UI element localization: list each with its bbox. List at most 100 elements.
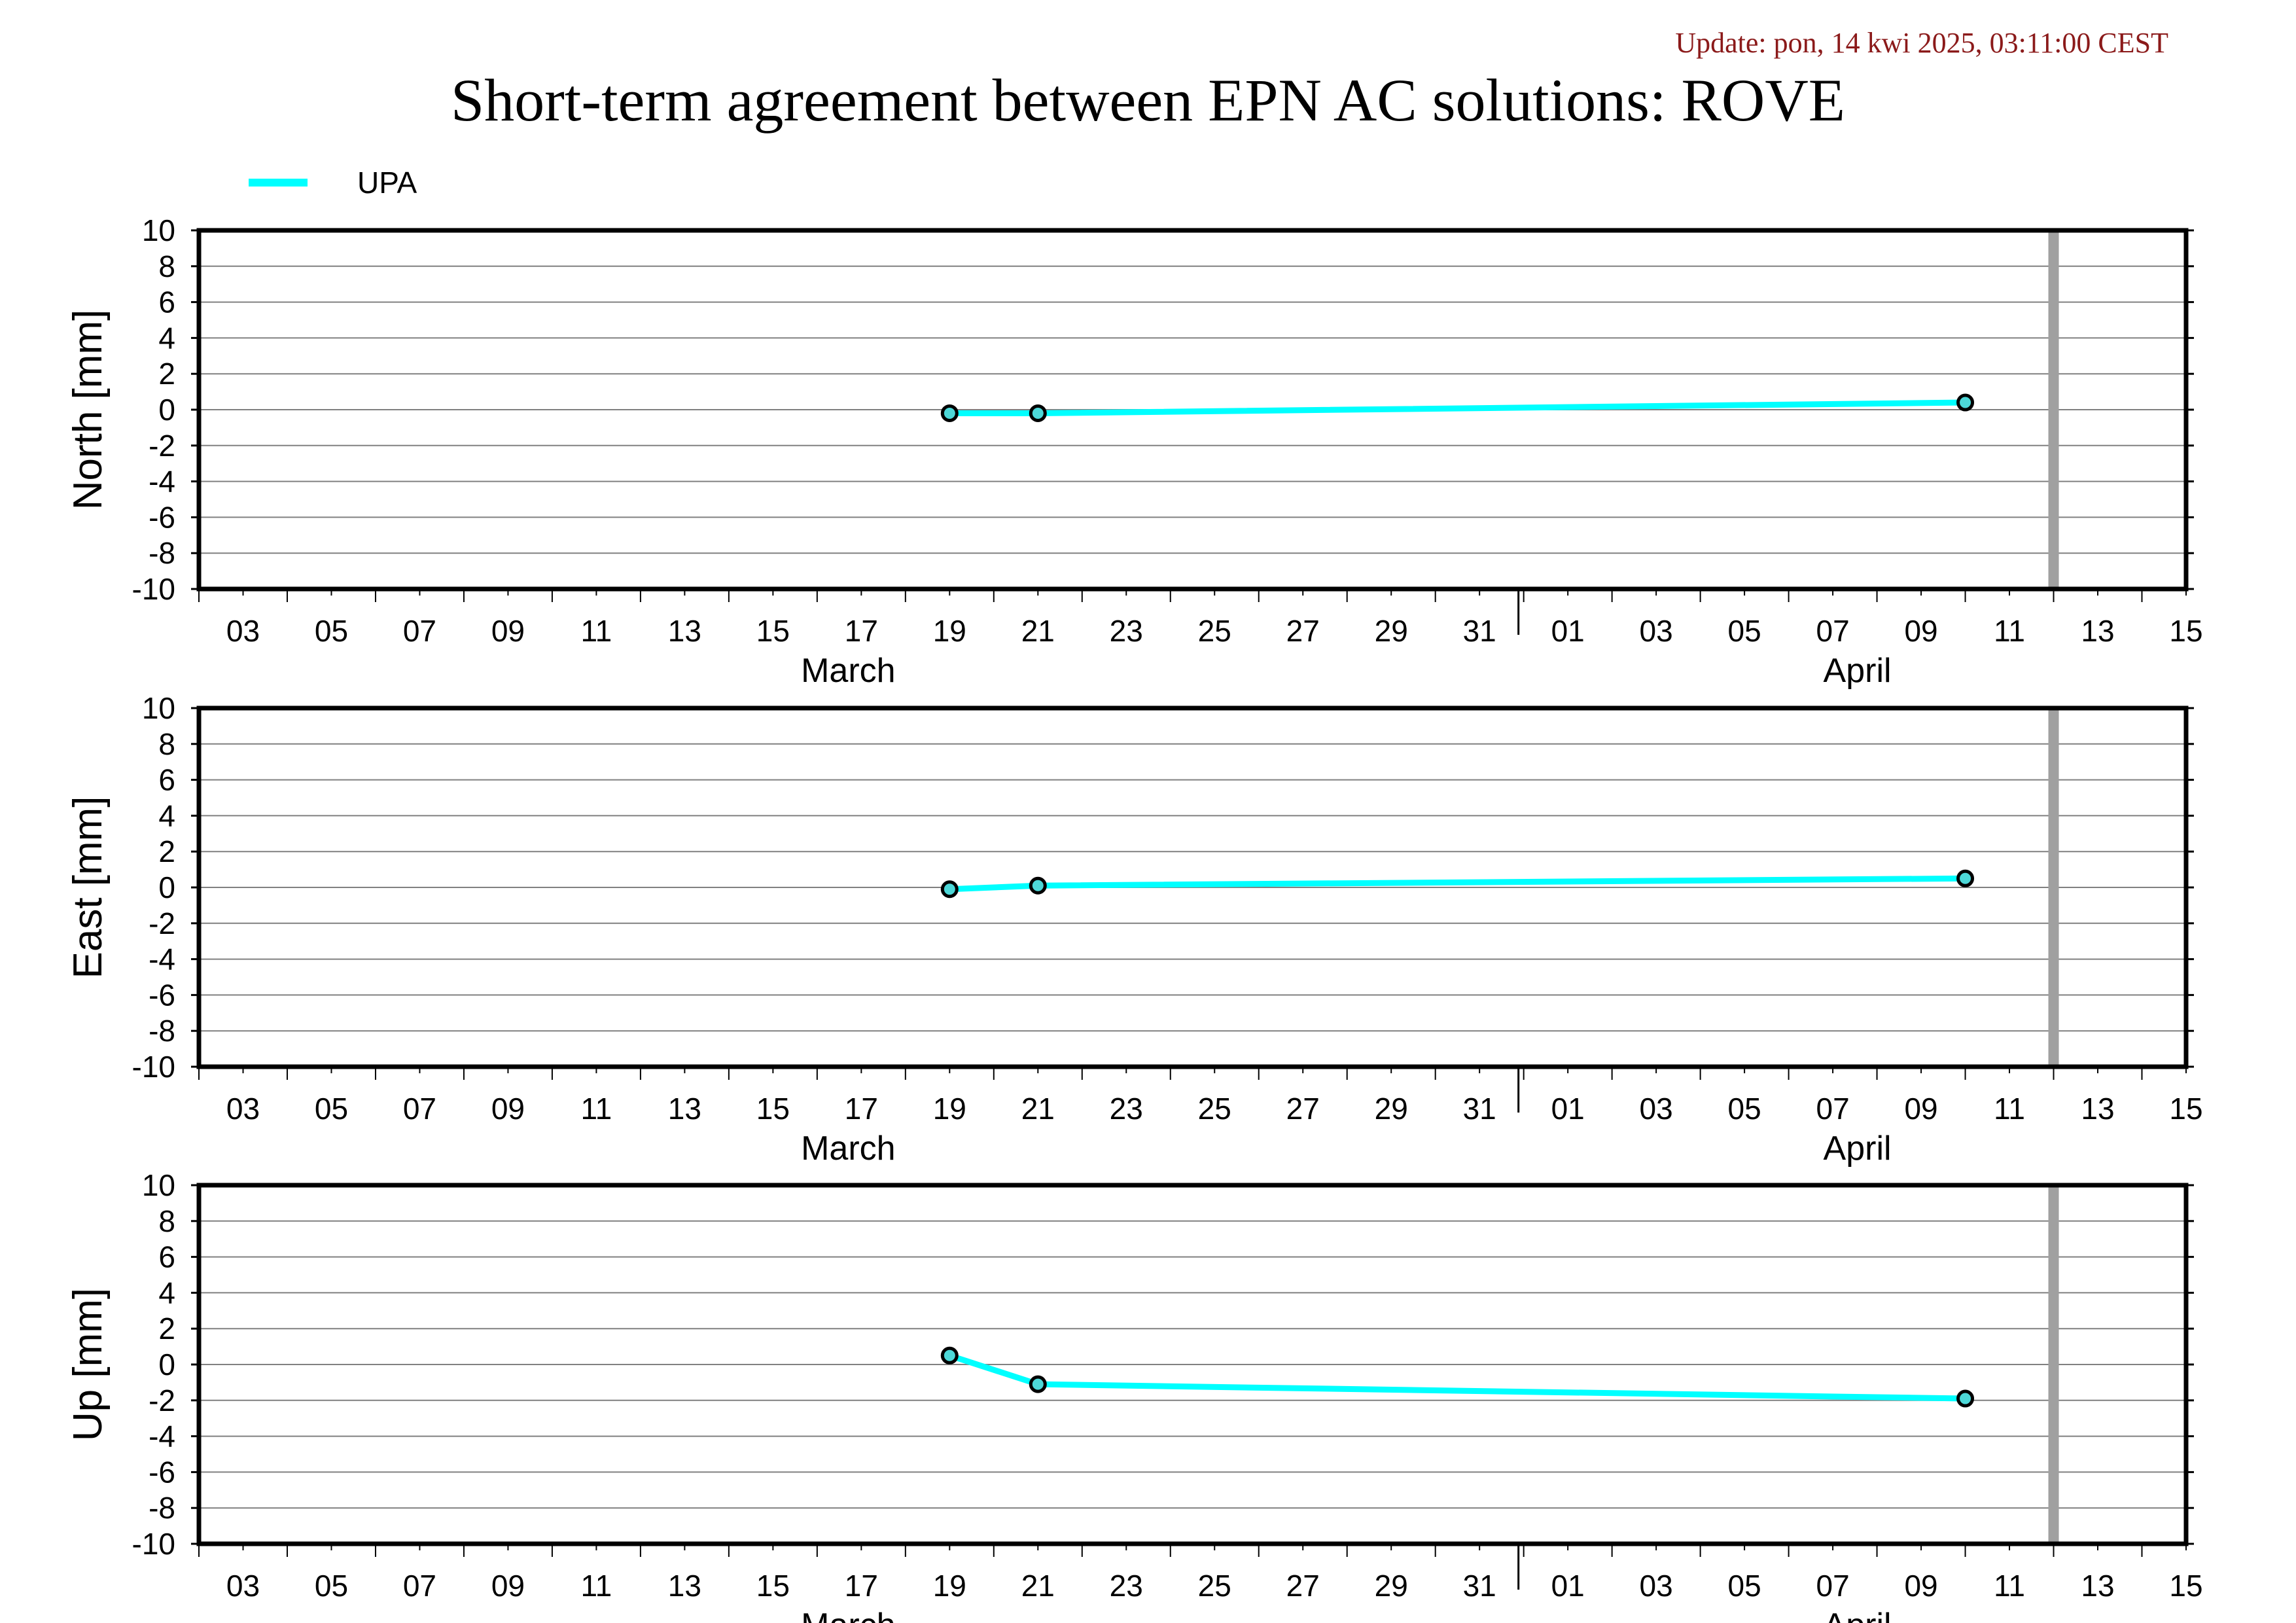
x-tick-label: 09: [491, 614, 525, 648]
x-tick-label: 03: [1640, 1569, 1673, 1603]
x-tick-label: 29: [1375, 1092, 1408, 1126]
x-tick-label: 27: [1286, 614, 1320, 648]
x-tick-label: 11: [581, 1569, 612, 1603]
x-tick-label: 07: [1816, 1092, 1850, 1126]
y-tick-label: -2: [149, 429, 175, 463]
data-point: [1029, 1375, 1047, 1393]
y-tick-label: 6: [158, 1240, 175, 1274]
y-tick-label: 4: [158, 1275, 175, 1310]
y-tick-label: 4: [158, 798, 175, 832]
y-tick-label: -4: [149, 1419, 175, 1454]
x-tick-label: 21: [1021, 614, 1055, 648]
x-tick-label: 15: [2169, 1092, 2202, 1126]
plot-frame: [196, 705, 2189, 1069]
y-tick-label: -10: [132, 1527, 175, 1561]
y-tick-label: -10: [132, 572, 175, 606]
x-tick-label: 07: [1816, 1569, 1850, 1603]
x-tick-label: 01: [1551, 1092, 1585, 1126]
x-month-label: March: [801, 1607, 895, 1623]
x-tick-label: 03: [1640, 1092, 1673, 1126]
x-tick-label: 23: [1110, 614, 1143, 648]
x-tick-label: 29: [1375, 1569, 1408, 1603]
legend-label: UPA: [357, 166, 417, 200]
x-tick-label: 23: [1110, 1569, 1143, 1603]
data-point: [1956, 393, 1975, 412]
x-tick-label: 09: [1904, 614, 1937, 648]
x-tick-label: 31: [1463, 1569, 1496, 1603]
x-tick-label: 27: [1286, 1569, 1320, 1603]
x-tick-label: 05: [315, 1569, 348, 1603]
x-tick-label: 09: [1904, 1092, 1937, 1126]
y-tick-label: 0: [158, 870, 175, 904]
y-tick-label: -2: [149, 906, 175, 940]
y-axis-label: East [mm]: [65, 796, 111, 978]
series-line: [948, 1353, 1966, 1402]
x-tick-label: 23: [1110, 1092, 1143, 1126]
x-tick-label: 09: [491, 1569, 525, 1603]
x-month-label: March: [801, 652, 895, 690]
y-tick-label: 10: [142, 213, 175, 247]
x-tick-label: 19: [933, 1092, 966, 1126]
today-marker: [2048, 1185, 2059, 1544]
x-tick-label: 11: [581, 1092, 612, 1126]
x-tick-label: 25: [1198, 1092, 1231, 1126]
plot-frame: [196, 1183, 2189, 1546]
y-axis-label: Up [mm]: [65, 1288, 111, 1441]
x-tick-label: 17: [845, 614, 878, 648]
y-tick-label: 6: [158, 763, 175, 797]
x-tick-label: 11: [581, 614, 612, 648]
data-point: [1029, 876, 1047, 895]
x-tick-label: 27: [1286, 1092, 1320, 1126]
y-tick-label: -4: [149, 465, 175, 499]
x-tick-label: 09: [1904, 1569, 1937, 1603]
y-tick-label: -6: [149, 1455, 175, 1489]
x-tick-label: 03: [226, 1569, 260, 1603]
x-tick-label: 01: [1551, 614, 1585, 648]
x-tick-label: 03: [226, 1092, 260, 1126]
today-marker: [2048, 230, 2059, 589]
x-tick-label: 25: [1198, 1569, 1231, 1603]
x-tick-label: 11: [1994, 1092, 2025, 1126]
x-tick-label: 21: [1021, 1092, 1055, 1126]
data-point: [1956, 869, 1975, 887]
x-tick-label: 11: [1994, 614, 2025, 648]
x-tick-label: 05: [1728, 614, 1761, 648]
series-line: [949, 399, 1966, 416]
y-tick-label: -6: [149, 978, 175, 1012]
x-tick-label: 01: [1551, 1569, 1585, 1603]
page-title: Short-term agreement between EPN AC solu…: [450, 67, 1845, 134]
x-tick-label: 29: [1375, 614, 1408, 648]
x-tick-label: 17: [845, 1569, 878, 1603]
x-month-label: April: [1824, 1607, 1892, 1623]
y-tick-label: 10: [142, 1168, 175, 1202]
x-tick-label: 13: [668, 1569, 701, 1603]
y-tick-label: 8: [158, 249, 175, 283]
y-tick-label: 8: [158, 1204, 175, 1238]
x-tick-label: 05: [1728, 1092, 1761, 1126]
data-point: [1029, 404, 1047, 422]
x-tick-label: 13: [2081, 1569, 2114, 1603]
x-tick-label: 07: [403, 1092, 436, 1126]
x-tick-label: 19: [933, 1569, 966, 1603]
y-tick-label: -10: [132, 1050, 175, 1084]
x-tick-label: 13: [668, 614, 701, 648]
x-tick-label: 13: [2081, 1092, 2114, 1126]
today-marker: [2048, 708, 2059, 1067]
y-tick-label: -8: [149, 536, 175, 570]
x-tick-label: 31: [1463, 1092, 1496, 1126]
x-tick-label: 15: [2169, 1569, 2202, 1603]
data-point: [940, 404, 959, 422]
x-month-label: April: [1824, 1130, 1892, 1168]
y-tick-label: 2: [158, 1311, 175, 1346]
y-tick-label: 2: [158, 357, 175, 391]
y-tick-label: 8: [158, 727, 175, 761]
x-tick-label: 17: [845, 1092, 878, 1126]
x-tick-label: 21: [1021, 1569, 1055, 1603]
x-tick-label: 07: [403, 614, 436, 648]
y-tick-label: -8: [149, 1491, 175, 1525]
x-tick-label: 13: [668, 1092, 701, 1126]
x-tick-label: 13: [2081, 614, 2114, 648]
y-tick-label: -8: [149, 1014, 175, 1048]
x-tick-label: 09: [491, 1092, 525, 1126]
plot-frame: [196, 228, 2189, 592]
